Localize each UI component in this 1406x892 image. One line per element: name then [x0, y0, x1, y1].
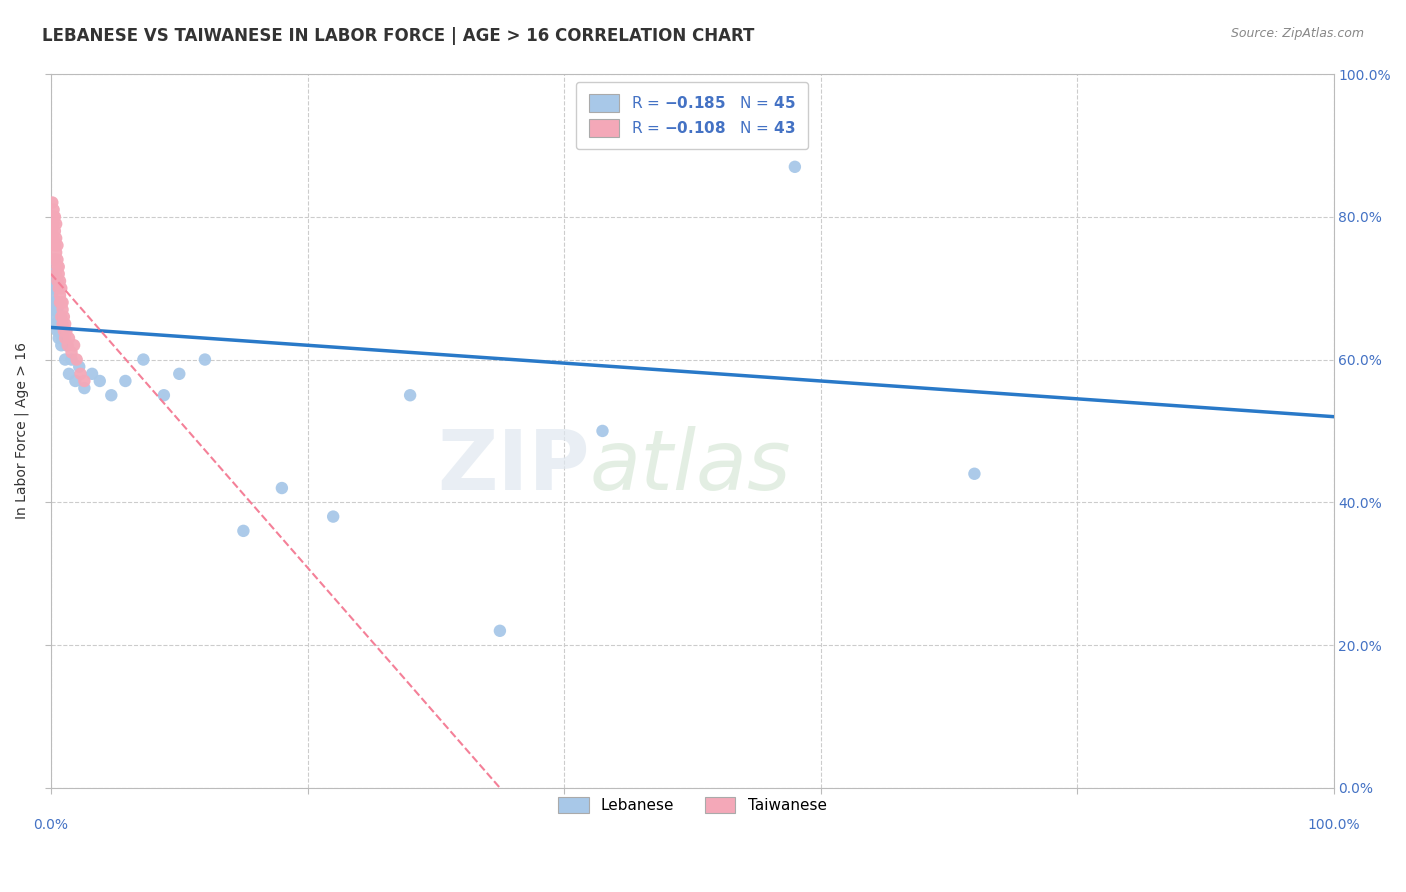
Point	[42, 231, 65, 245]
Point	[51, 338, 73, 352]
Point	[51, 310, 73, 324]
Point	[45, 317, 67, 331]
Point	[46, 324, 69, 338]
Point	[44, 210, 66, 224]
Point	[55, 338, 77, 352]
Point	[73, 381, 96, 395]
Point	[53, 317, 76, 331]
Point	[48, 331, 70, 345]
Point	[42, 202, 65, 217]
Point	[46, 252, 69, 267]
Point	[132, 352, 155, 367]
Point	[52, 310, 75, 324]
Point	[46, 260, 69, 274]
Point	[52, 324, 75, 338]
Point	[60, 345, 83, 359]
Point	[963, 467, 986, 481]
Point	[44, 238, 66, 252]
Point	[46, 274, 69, 288]
Point	[60, 352, 83, 367]
Point	[55, 324, 77, 338]
Point	[53, 331, 76, 345]
Point	[45, 281, 67, 295]
Point	[63, 338, 86, 352]
Point	[48, 260, 70, 274]
Point	[42, 281, 65, 295]
Point	[69, 367, 91, 381]
Point	[44, 310, 66, 324]
Point	[45, 217, 67, 231]
Y-axis label: In Labor Force | Age > 16: In Labor Force | Age > 16	[15, 343, 30, 519]
Point	[42, 210, 65, 224]
Point	[399, 388, 422, 402]
Text: LEBANESE VS TAIWANESE IN LABOR FORCE | AGE > 16 CORRELATION CHART: LEBANESE VS TAIWANESE IN LABOR FORCE | A…	[42, 27, 755, 45]
Point	[52, 324, 75, 338]
Point	[44, 252, 66, 267]
Point	[73, 374, 96, 388]
Point	[489, 624, 512, 638]
Point	[153, 388, 176, 402]
Point	[49, 274, 72, 288]
Point	[41, 267, 63, 281]
Point	[49, 324, 72, 338]
Point	[44, 274, 66, 288]
Point	[41, 224, 63, 238]
Point	[270, 481, 292, 495]
Point	[89, 374, 111, 388]
Text: ZIP: ZIP	[437, 426, 589, 508]
Text: Source: ZipAtlas.com: Source: ZipAtlas.com	[1230, 27, 1364, 40]
Point	[194, 352, 217, 367]
Text: atlas: atlas	[589, 426, 792, 508]
Point	[44, 295, 66, 310]
Point	[51, 295, 73, 310]
Text: 100.0%: 100.0%	[1308, 818, 1360, 832]
Point	[783, 160, 806, 174]
Point	[44, 224, 66, 238]
Point	[52, 317, 75, 331]
Point	[52, 295, 75, 310]
Point	[45, 267, 67, 281]
Point	[169, 367, 191, 381]
Point	[45, 245, 67, 260]
Point	[46, 238, 69, 252]
Point	[46, 302, 69, 317]
Point	[58, 331, 80, 345]
Point	[49, 310, 72, 324]
Point	[100, 388, 122, 402]
Point	[42, 252, 65, 267]
Point	[52, 331, 75, 345]
Point	[48, 267, 70, 281]
Point	[65, 374, 87, 388]
Point	[51, 281, 73, 295]
Point	[53, 352, 76, 367]
Point	[232, 524, 254, 538]
Point	[45, 302, 67, 317]
Point	[322, 509, 344, 524]
Point	[592, 424, 614, 438]
Point	[58, 367, 80, 381]
Point	[48, 317, 70, 331]
Point	[48, 281, 70, 295]
Point	[66, 352, 89, 367]
Point	[49, 295, 72, 310]
Point	[80, 367, 103, 381]
Point	[41, 288, 63, 302]
Legend: Lebanese, Taiwanese: Lebanese, Taiwanese	[551, 791, 832, 820]
Point	[42, 302, 65, 317]
Point	[41, 195, 63, 210]
Point	[67, 359, 90, 374]
Point	[46, 295, 69, 310]
Point	[52, 302, 75, 317]
Point	[49, 288, 72, 302]
Point	[51, 317, 73, 331]
Point	[56, 338, 79, 352]
Text: 0.0%: 0.0%	[34, 818, 69, 832]
Point	[41, 210, 63, 224]
Point	[114, 374, 136, 388]
Point	[45, 231, 67, 245]
Point	[42, 217, 65, 231]
